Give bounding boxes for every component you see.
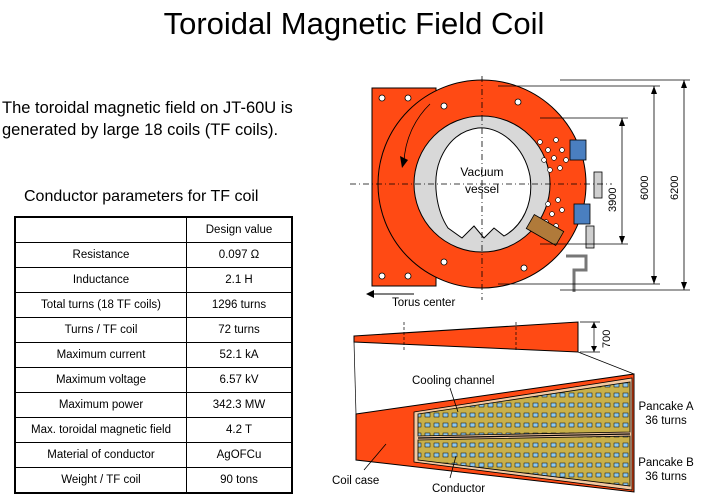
ring-hole bbox=[514, 98, 522, 106]
table-row: Turns / TF coil 72 turns bbox=[14, 317, 293, 343]
param-name: Resistance bbox=[14, 242, 187, 268]
dimensions bbox=[498, 79, 690, 291]
tf-coil-section: Vacuum vessel bbox=[350, 76, 612, 300]
dim-700-label: 700 bbox=[601, 330, 613, 348]
cooling-channel-leader bbox=[449, 387, 459, 413]
feeder bbox=[573, 203, 591, 225]
page-title: Toroidal Magnetic Field Coil bbox=[163, 6, 545, 41]
table-caption: Conductor parameters for TF coil bbox=[24, 188, 259, 205]
leads bbox=[566, 254, 588, 292]
pancake-b bbox=[417, 435, 631, 487]
table-row: Inductance 2.1 H bbox=[14, 267, 293, 293]
param-name: Maximum power bbox=[14, 392, 187, 418]
pancake-b-name: Pancake B bbox=[638, 457, 694, 469]
pancake-a-name: Pancake A bbox=[639, 401, 694, 413]
coil-cross-section: Cooling channel Coil case Conductor bbox=[332, 373, 635, 495]
param-name: Maximum voltage bbox=[14, 367, 187, 393]
pancake-a-turns: 36 turns bbox=[645, 415, 687, 427]
dimension-arrows bbox=[619, 80, 687, 290]
coil-case-leader bbox=[363, 443, 387, 471]
param-value: 90 tons bbox=[186, 467, 293, 494]
flange-hole bbox=[404, 272, 412, 280]
flange-hole bbox=[404, 94, 412, 102]
feeder bbox=[569, 139, 587, 161]
coil-case-label: Coil case bbox=[332, 475, 379, 487]
table-row: Maximum power 342.3 MW bbox=[14, 392, 293, 418]
parameters-table: Design value Resistance 0.097 Ω Inductanc… bbox=[14, 216, 293, 494]
torus-center-label: Torus center bbox=[392, 297, 455, 309]
cooling-holes bbox=[537, 137, 569, 229]
ring-hole bbox=[440, 258, 448, 266]
param-value: 72 turns bbox=[186, 317, 293, 343]
flange-hole bbox=[378, 94, 386, 102]
field-arrow bbox=[403, 103, 431, 163]
table-row: Maximum voltage 6.57 kV bbox=[14, 367, 293, 393]
vacuum-vessel bbox=[435, 127, 532, 239]
dim-6000-label: 6000 bbox=[639, 176, 651, 200]
cooling-channel-label: Cooling channel bbox=[412, 375, 494, 387]
coil-side-profile bbox=[353, 321, 579, 353]
vacuum-label: Vacuum bbox=[460, 165, 503, 179]
torus-center-arrowhead bbox=[366, 290, 374, 298]
param-name: Weight / TF coil bbox=[14, 467, 187, 494]
param-value: 2.1 H bbox=[186, 267, 293, 293]
param-value: AgOFCu bbox=[186, 442, 293, 468]
dim-3900-label: 3900 bbox=[607, 188, 619, 212]
ring-hole bbox=[520, 264, 528, 272]
param-name: Total turns (18 TF coils) bbox=[14, 292, 187, 318]
table-header-design-value: Design value bbox=[186, 216, 293, 243]
table-row: Material of conductor AgOFCu bbox=[14, 442, 293, 468]
ring-hole bbox=[440, 102, 448, 110]
flange-hole bbox=[378, 272, 386, 280]
param-name: Material of conductor bbox=[14, 442, 187, 468]
intro-text: The toroidal magnetic field on JT-60U is… bbox=[2, 99, 293, 139]
vessel-label: vessel bbox=[465, 182, 499, 196]
busbar bbox=[593, 171, 603, 199]
support-block bbox=[525, 214, 565, 246]
pancake-b-turns: 36 turns bbox=[645, 471, 687, 483]
param-value: 4.2 T bbox=[186, 417, 293, 443]
conductor-label: Conductor bbox=[432, 483, 485, 495]
conductor-leader bbox=[449, 455, 457, 479]
param-name: Maximum current bbox=[14, 342, 187, 368]
pancake-a bbox=[417, 381, 631, 437]
table-row: Weight / TF coil 90 tons bbox=[14, 467, 293, 494]
dim-6200-label: 6200 bbox=[669, 176, 681, 200]
table-row: Resistance 0.097 Ω bbox=[14, 242, 293, 268]
param-value: 342.3 MW bbox=[186, 392, 293, 418]
coil-side-view: 700 bbox=[353, 321, 635, 415]
field-arrow-head bbox=[400, 156, 408, 168]
param-name: Turns / TF coil bbox=[14, 317, 187, 343]
busbar bbox=[585, 225, 595, 249]
